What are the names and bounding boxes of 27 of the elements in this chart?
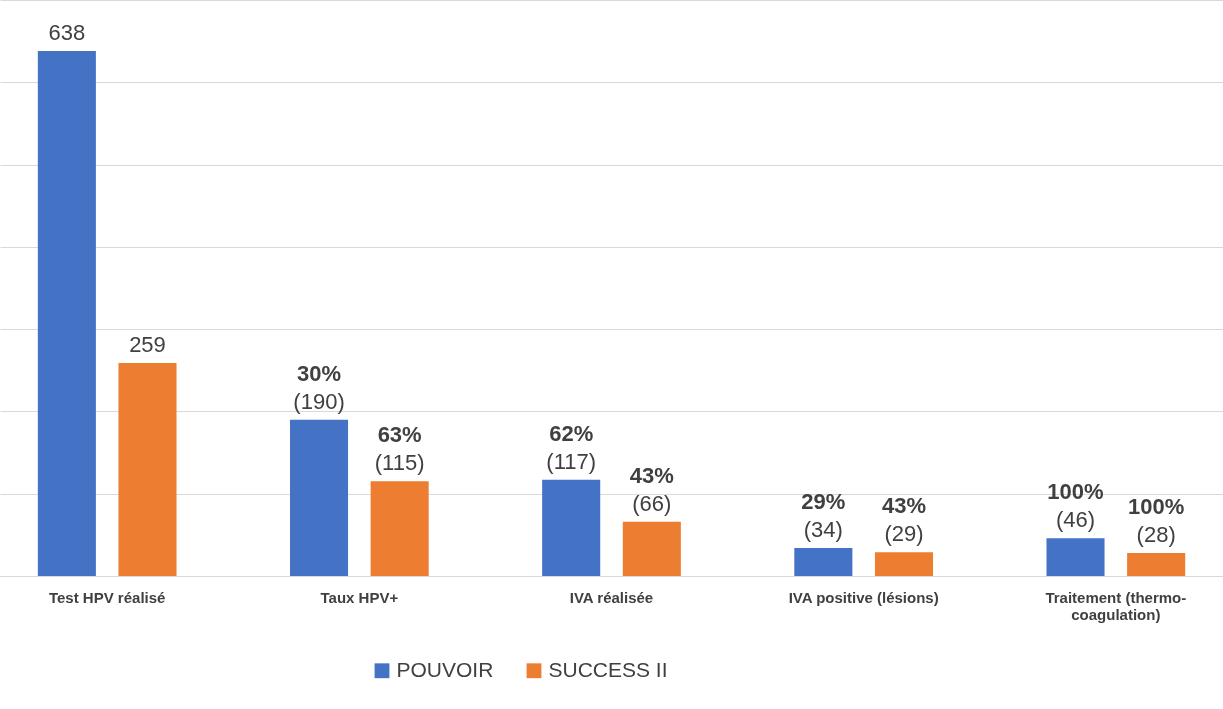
legend-label: POUVOIR	[396, 657, 494, 681]
bar	[37, 51, 96, 576]
bar	[622, 521, 681, 576]
x-tick-label: Traitement (thermo-coagulation)	[1045, 588, 1187, 623]
bar	[542, 479, 601, 576]
x-tick-label: Test HPV réalisé	[48, 588, 166, 606]
bar	[794, 548, 853, 576]
legend-label: SUCCESS II	[548, 657, 668, 681]
text: 100% (46)	[1047, 479, 1104, 533]
text: 100% (28)	[1128, 493, 1185, 547]
bar	[118, 362, 177, 576]
text: 63% (115)	[374, 422, 425, 476]
text: 30% (190)	[293, 360, 345, 414]
bar	[289, 419, 349, 576]
data-label: 259	[129, 331, 166, 357]
x-tick-label: IVA réalisée	[569, 588, 654, 606]
bar	[370, 481, 429, 576]
text: 43% (66)	[629, 462, 674, 516]
bar	[1046, 538, 1105, 576]
data-label: 638	[48, 20, 86, 46]
text: 62% (117)	[546, 420, 597, 474]
x-tick-label: Taux HPV+	[320, 588, 399, 606]
bar	[874, 552, 934, 576]
text: 43% (29)	[881, 493, 927, 547]
text: 29% (34)	[801, 489, 846, 543]
x-tick-label: IVA positive (lésions)	[788, 588, 939, 606]
bar	[1127, 552, 1186, 576]
